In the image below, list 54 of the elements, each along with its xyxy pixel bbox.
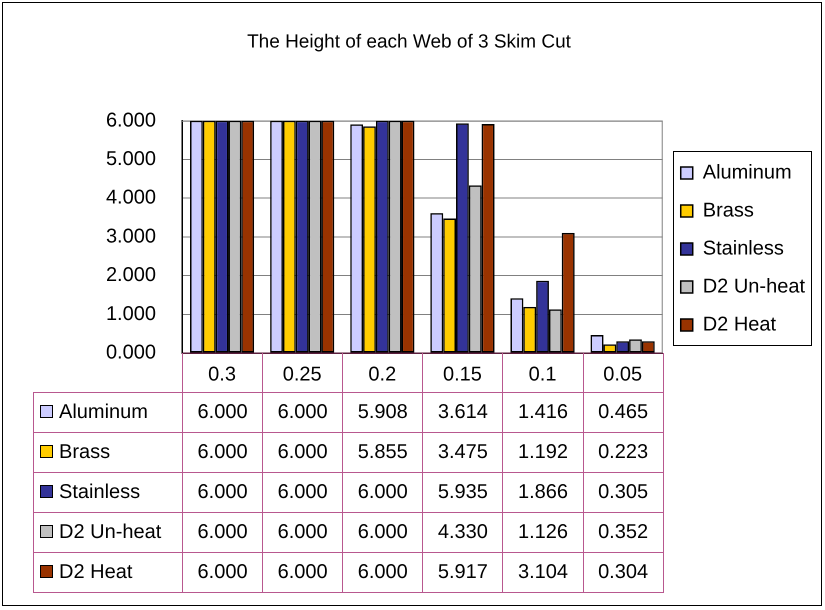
- text: Brass: [59, 441, 110, 463]
- x-tick-label: 0.05: [603, 364, 642, 386]
- y-tick-label: 0.000: [106, 342, 156, 364]
- data-label: 1.416: [502, 392, 584, 432]
- data-label: 6.000: [342, 472, 423, 512]
- data-label: 0.465: [583, 392, 664, 432]
- data-label: 6.000: [262, 432, 343, 472]
- data-label: 5.917: [422, 552, 503, 592]
- text: Aluminum: [702, 162, 792, 184]
- data-label: 5.855: [342, 432, 423, 472]
- x-tick-label: 0.1: [528, 364, 556, 386]
- chart-title: The Height of each Web of 3 Skim Cut: [247, 32, 572, 53]
- legend-label: Brass: [702, 200, 754, 222]
- data-label: 5.908: [342, 392, 423, 432]
- data-label: 6.000: [342, 512, 423, 552]
- data-label: 6.000: [262, 552, 343, 592]
- data-label: 6.000: [182, 472, 263, 512]
- data-label: 5.935: [422, 472, 503, 512]
- x-tick-label: 0.25: [282, 364, 322, 386]
- text: Stainless: [59, 481, 140, 503]
- data-label: 6.000: [182, 392, 263, 432]
- y-tick-label: 6.000: [106, 109, 156, 132]
- y-tick-label: 4.000: [106, 186, 156, 209]
- data-label: 0.223: [583, 432, 664, 472]
- x-tick-label: 0.3: [208, 364, 236, 386]
- data-label: 1.126: [502, 512, 584, 552]
- data-label: 6.000: [262, 472, 343, 512]
- legend-label: D2 Heat: [702, 314, 777, 336]
- data-label: 6.000: [182, 512, 263, 552]
- y-tick-label: 1.000: [106, 302, 156, 325]
- x-tick-label: 0.2: [368, 364, 396, 386]
- data-label: 3.614: [422, 392, 503, 432]
- data-label: 1.866: [502, 472, 584, 512]
- y-tick-label: 3.000: [106, 225, 156, 248]
- legend-label: D2 Un-heat: [702, 276, 806, 298]
- text: D2 Heat: [59, 561, 132, 583]
- y-tick-label: 2.000: [106, 264, 156, 286]
- data-label: 0.305: [583, 472, 664, 512]
- data-label: 6.000: [262, 512, 343, 552]
- data-label: 0.304: [583, 552, 664, 592]
- x-tick-label: 0.15: [442, 364, 482, 386]
- data-label: 4.330: [422, 512, 503, 552]
- legend-label: Stainless: [702, 238, 784, 260]
- data-label: 6.000: [182, 432, 263, 472]
- data-label: 1.192: [502, 432, 584, 472]
- data-label: 3.475: [422, 432, 503, 472]
- legend-label: Aluminum: [59, 401, 148, 423]
- data-label: 6.000: [182, 552, 263, 592]
- data-label: 6.000: [342, 552, 423, 592]
- data-label: 3.104: [502, 552, 584, 592]
- data-label: 6.000: [262, 392, 343, 432]
- y-tick-label: 5.000: [106, 148, 156, 170]
- text: D2 Un-heat: [59, 521, 162, 543]
- data-label: 0.352: [583, 512, 664, 552]
